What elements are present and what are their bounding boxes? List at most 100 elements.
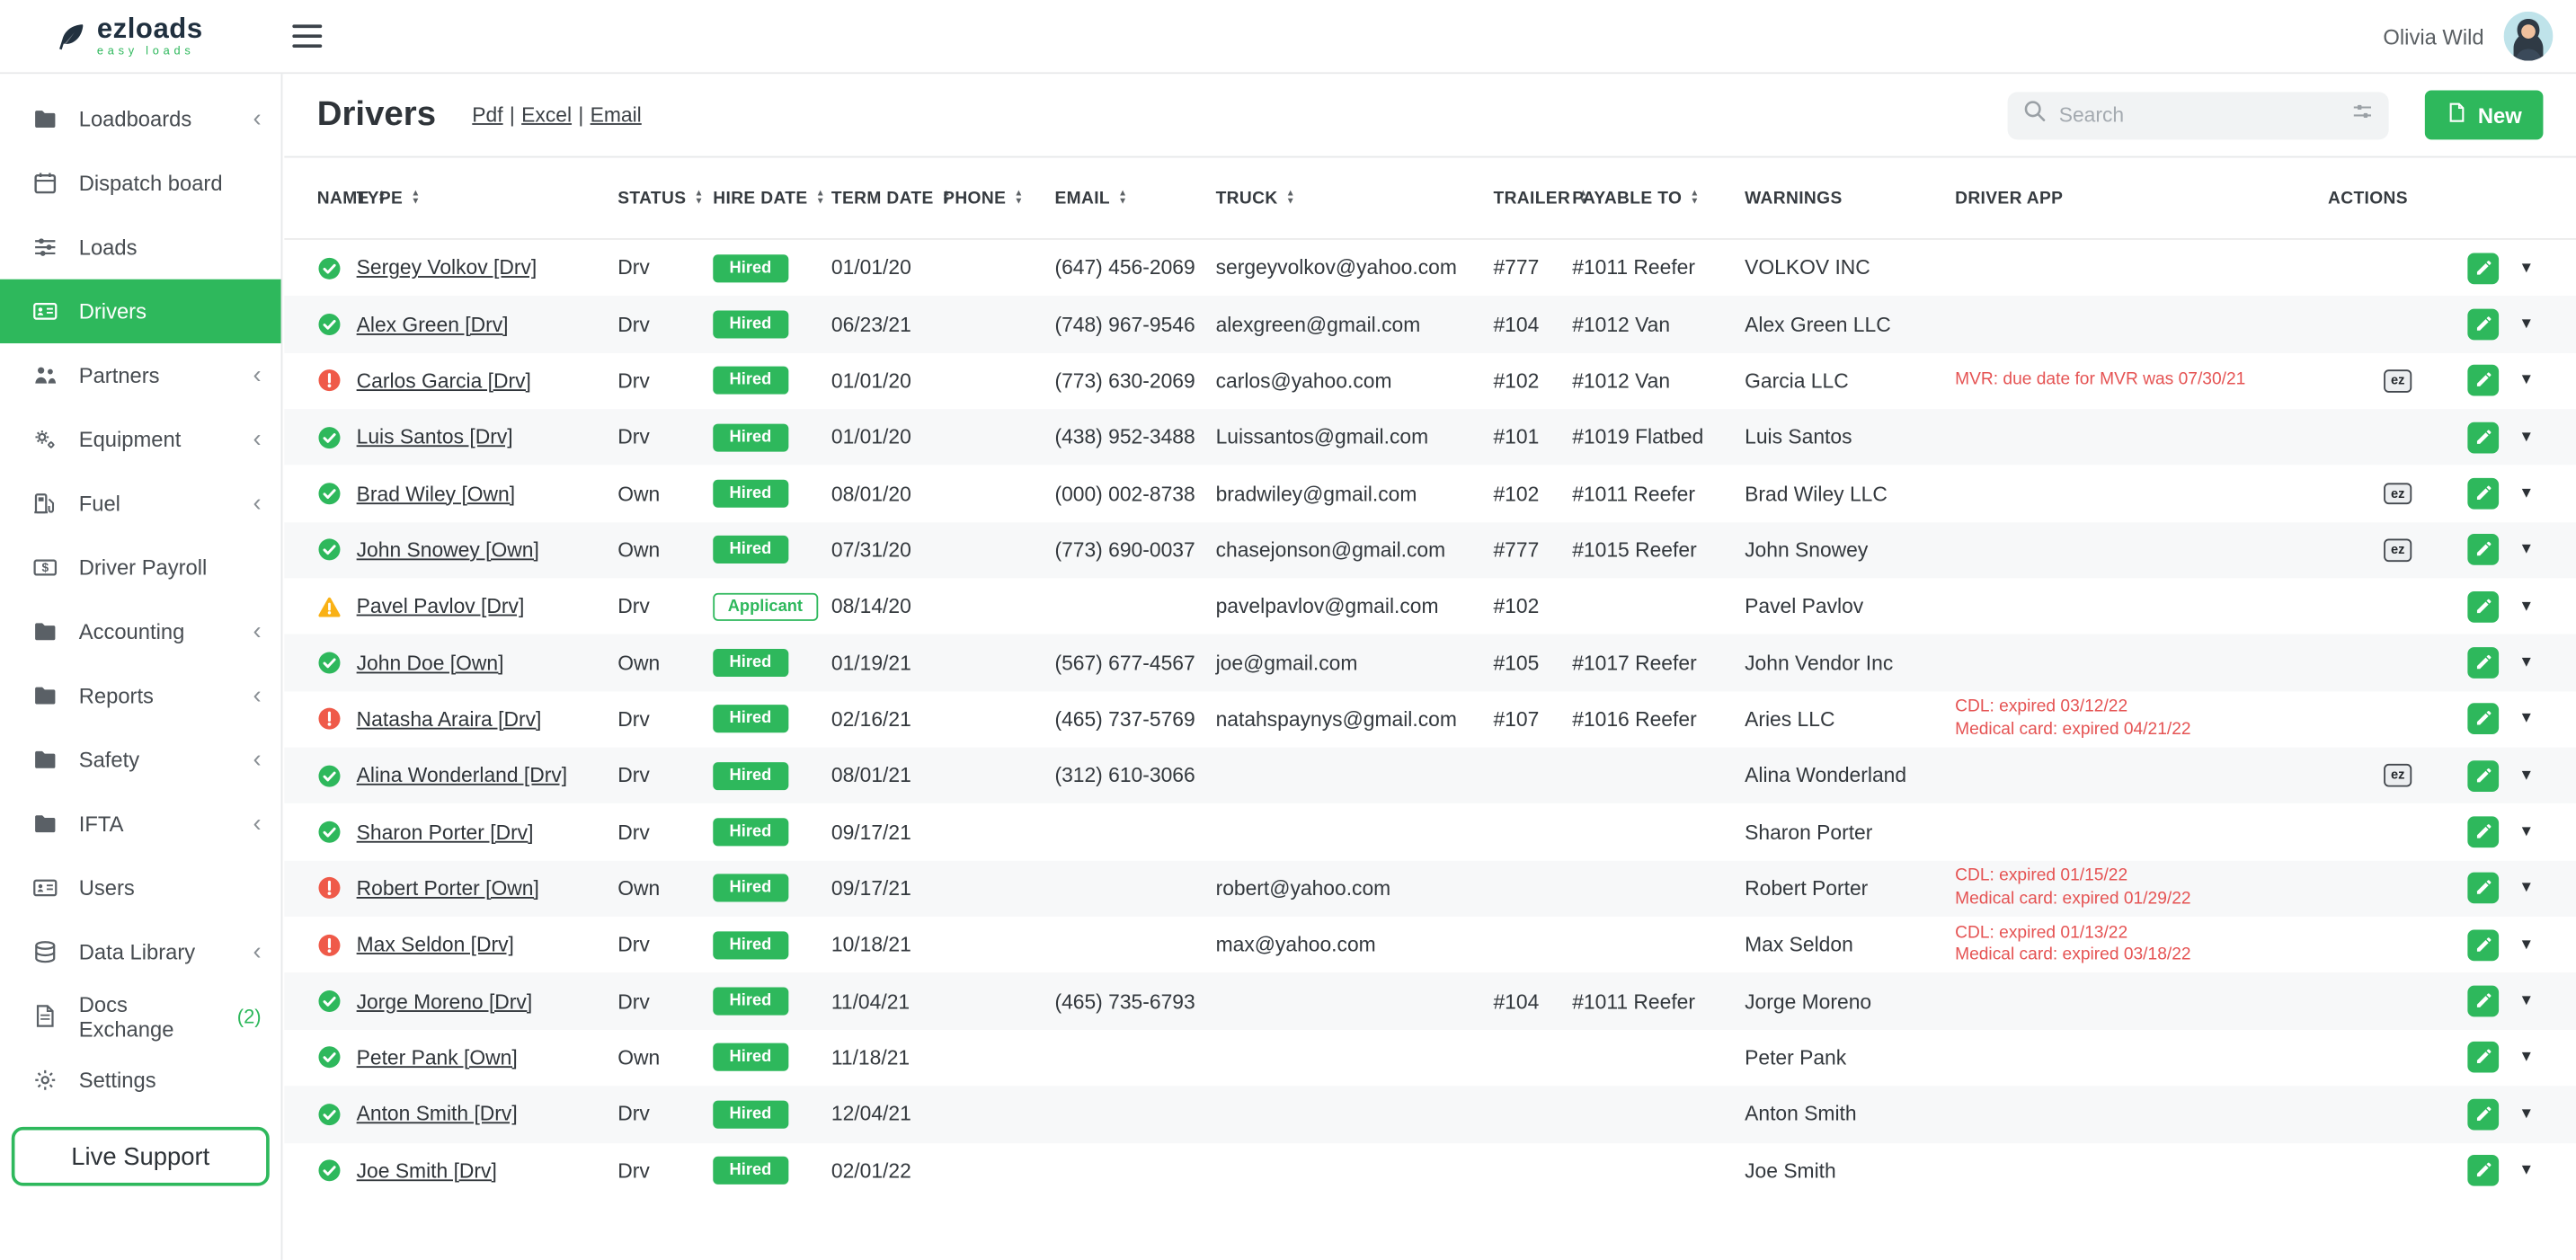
live-support-button[interactable]: Live Support [11, 1126, 270, 1186]
new-button[interactable]: New [2425, 90, 2544, 140]
sidebar-item-label: Driver Payroll [78, 555, 208, 581]
export-link-excel[interactable]: Excel [521, 103, 573, 127]
dropdown-caret-icon[interactable]: ▾ [2521, 990, 2531, 1011]
edit-button[interactable] [2467, 1042, 2500, 1074]
driver-name-link[interactable]: Sergey Volkov [Drv] [356, 256, 537, 280]
driver-name-link[interactable]: Pavel Pavlov [Drv] [356, 595, 525, 618]
sidebar-item-reports[interactable]: Reports ‹ [0, 663, 281, 727]
filter-tune-icon[interactable] [2351, 100, 2375, 131]
column-header-phone[interactable]: PHONE [943, 188, 1054, 208]
driver-name-link[interactable]: Alina Wonderland [Drv] [356, 764, 568, 788]
column-header-term-date[interactable]: TERM DATE [831, 188, 943, 208]
edit-button[interactable] [2467, 929, 2500, 961]
hire-date: 11/04/21 [831, 989, 910, 1014]
driver-name-link[interactable]: Carlos Garcia [Drv] [356, 369, 531, 393]
dropdown-caret-icon[interactable]: ▾ [2521, 1047, 2531, 1068]
brand-name: ezloads [96, 13, 203, 45]
dropdown-caret-icon[interactable]: ▾ [2521, 821, 2531, 842]
sidebar-item-accounting[interactable]: Accounting ‹ [0, 599, 281, 663]
edit-button[interactable] [2467, 1155, 2500, 1186]
dropdown-caret-icon[interactable]: ▾ [2521, 596, 2531, 616]
column-header-hire-date[interactable]: HIRE DATE [713, 188, 831, 208]
driver-name-link[interactable]: Peter Pank [Own] [356, 1046, 518, 1069]
sidebar-item-docs-exchange[interactable]: Docs Exchange (2) [0, 984, 281, 1048]
dropdown-caret-icon[interactable]: ▾ [2521, 426, 2531, 447]
avatar[interactable] [2503, 11, 2554, 61]
menu-toggle-icon[interactable] [292, 24, 323, 49]
dropdown-caret-icon[interactable]: ▾ [2521, 1103, 2531, 1123]
sidebar-item-data-library[interactable]: Data Library ‹ [0, 920, 281, 984]
table-row: Jorge Moreno [Drv] Drv Hired 11/04/21 (465) … [284, 972, 2576, 1030]
column-header-trailer[interactable]: TRAILER [1493, 188, 1572, 208]
driver-name-link[interactable]: Anton Smith [Drv] [356, 1103, 518, 1126]
sidebar-item-label: Loads [78, 235, 138, 260]
driver-name-link[interactable]: Natasha Araira [Drv] [356, 707, 542, 732]
edit-button[interactable] [2467, 252, 2500, 284]
edit-button[interactable] [2467, 873, 2500, 905]
edit-button[interactable] [2467, 816, 2500, 848]
sidebar-item-loads[interactable]: Loads [0, 215, 281, 279]
edit-button[interactable] [2467, 985, 2500, 1017]
dropdown-caret-icon[interactable]: ▾ [2521, 539, 2531, 560]
sidebar-item-users[interactable]: Users [0, 856, 281, 919]
edit-button[interactable] [2467, 365, 2500, 397]
driver-name-link[interactable]: Sharon Porter [Drv] [356, 821, 534, 844]
driver-name-link[interactable]: Alex Green [Drv] [356, 313, 509, 336]
sidebar-item-drivers[interactable]: Drivers [0, 279, 281, 344]
hire-date: 08/01/20 [831, 482, 911, 506]
dropdown-caret-icon[interactable]: ▾ [2521, 765, 2531, 785]
driver-name-link[interactable]: Max Seldon [Drv] [356, 933, 514, 957]
sidebar-item-driver-payroll[interactable]: $ Driver Payroll [0, 536, 281, 599]
edit-button[interactable] [2467, 421, 2500, 453]
edit-button[interactable] [2467, 1098, 2500, 1131]
driver-name-link[interactable]: Luis Santos [Drv] [356, 425, 513, 449]
driver-name-link[interactable]: Joe Smith [Drv] [356, 1158, 497, 1183]
export-link-pdf[interactable]: Pdf [472, 103, 503, 127]
actions-cell: ▾ [2467, 421, 2574, 453]
dropdown-caret-icon[interactable]: ▾ [2521, 708, 2531, 729]
column-header-email[interactable]: EMAIL [1054, 188, 1215, 208]
dropdown-caret-icon[interactable]: ▾ [2521, 652, 2531, 672]
sidebar-item-loadboards[interactable]: Loadboards ‹ [0, 87, 281, 151]
sidebar-item-settings[interactable]: Settings [0, 1048, 281, 1112]
email: pavelpavlov@gmail.com [1215, 595, 1439, 618]
edit-button[interactable] [2467, 590, 2500, 623]
driver-name-link[interactable]: John Snowey [Own] [356, 538, 539, 562]
edit-button[interactable] [2467, 534, 2500, 566]
sidebar-item-safety[interactable]: Safety ‹ [0, 728, 281, 792]
payable-to: Peter Pank [1745, 1046, 1847, 1069]
edit-button[interactable] [2467, 647, 2500, 679]
column-header-type[interactable]: TYPE [357, 188, 618, 208]
status-ok-icon [317, 989, 357, 1014]
sidebar-item-dispatch-board[interactable]: Dispatch board [0, 151, 281, 215]
sidebar-item-partners[interactable]: Partners ‹ [0, 343, 281, 407]
dropdown-caret-icon[interactable]: ▾ [2521, 369, 2531, 390]
payable-to: John Snowey [1745, 538, 1869, 562]
brand-logo[interactable]: ezloads easy loads [0, 14, 282, 58]
dropdown-caret-icon[interactable]: ▾ [2521, 483, 2531, 503]
driver-name-link[interactable]: John Doe [Own] [356, 651, 504, 675]
dropdown-caret-icon[interactable]: ▾ [2521, 877, 2531, 898]
search-input[interactable] [2058, 103, 2341, 127]
sidebar-item-fuel[interactable]: Fuel ‹ [0, 472, 281, 536]
sidebar-item-equipment[interactable]: Equipment ‹ [0, 407, 281, 471]
column-header-payable-to[interactable]: PAYABLE TO [1572, 188, 1745, 208]
edit-button[interactable] [2467, 704, 2500, 735]
edit-button[interactable] [2467, 759, 2500, 792]
driver-name-link[interactable]: Brad Wiley [Own] [356, 482, 516, 506]
payable-to: Aries LLC [1745, 707, 1835, 732]
column-header-name[interactable]: NAME [317, 188, 369, 208]
dropdown-caret-icon[interactable]: ▾ [2521, 257, 2531, 278]
column-header-truck[interactable]: TRUCK [1216, 188, 1494, 208]
dropdown-caret-icon[interactable]: ▾ [2521, 314, 2531, 334]
export-link-email[interactable]: Email [590, 103, 642, 127]
column-header-label: EMAIL [1054, 188, 1110, 209]
sidebar-item-ifta[interactable]: IFTA ‹ [0, 792, 281, 856]
column-header-status[interactable]: STATUS [617, 188, 713, 208]
driver-name-link[interactable]: Jorge Moreno [Drv] [356, 989, 533, 1014]
edit-button[interactable] [2467, 477, 2500, 510]
dropdown-caret-icon[interactable]: ▾ [2521, 934, 2531, 954]
dropdown-caret-icon[interactable]: ▾ [2521, 1159, 2531, 1180]
driver-name-link[interactable]: Robert Porter [Own] [356, 876, 539, 901]
edit-button[interactable] [2467, 308, 2500, 341]
